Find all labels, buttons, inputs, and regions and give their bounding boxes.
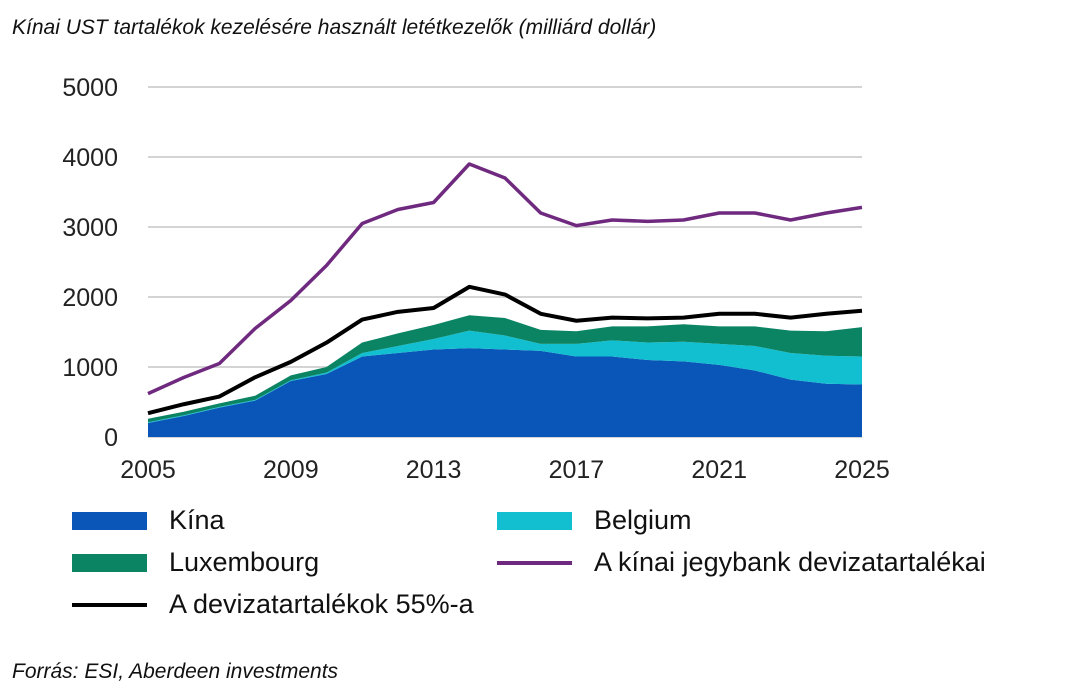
source-note: Forrás: ESI, Aberdeen investments <box>12 660 339 683</box>
legend-item-luxembourg: Luxembourg <box>72 547 319 578</box>
chart-title: Kínai UST tartalékok kezelésére használt… <box>12 16 657 39</box>
legend-line <box>497 560 572 565</box>
y-tick-label: 5000 <box>62 74 118 102</box>
legend-swatch <box>497 511 572 530</box>
y-tick-label: 0 <box>104 424 118 452</box>
legend-item-kina: Kína <box>72 505 225 536</box>
area-kína <box>148 348 862 437</box>
legend-swatch <box>72 553 147 572</box>
legend-line <box>72 602 147 607</box>
legend-swatch <box>72 511 147 530</box>
x-tick-label: 2025 <box>834 456 890 484</box>
y-tick-label: 4000 <box>62 144 118 172</box>
legend-item-55pct: A devizatartalékok 55%-a <box>72 589 474 620</box>
legend-label: A devizatartalékok 55%-a <box>169 589 474 619</box>
y-tick-label: 2000 <box>62 284 118 312</box>
y-tick-label: 3000 <box>62 214 118 242</box>
x-tick-label: 2017 <box>549 456 605 484</box>
x-tick-label: 2009 <box>263 456 319 484</box>
legend-item-reserves: A kínai jegybank devizatartalékai <box>497 547 986 578</box>
line-55pct <box>147 284 863 416</box>
x-tick-label: 2013 <box>406 456 462 484</box>
legend-item-belgium: Belgium <box>497 505 692 536</box>
area-belgium <box>148 330 862 423</box>
x-tick-label: 2005 <box>120 456 176 484</box>
legend-label: Luxembourg <box>169 547 320 577</box>
legend-label: A kínai jegybank devizatartalékai <box>594 547 986 577</box>
legend-label: Belgium <box>594 505 692 535</box>
legend-label: Kína <box>169 505 225 535</box>
line-reserves <box>147 162 863 396</box>
y-tick-label: 1000 <box>62 354 118 382</box>
x-tick-label: 2021 <box>691 456 747 484</box>
